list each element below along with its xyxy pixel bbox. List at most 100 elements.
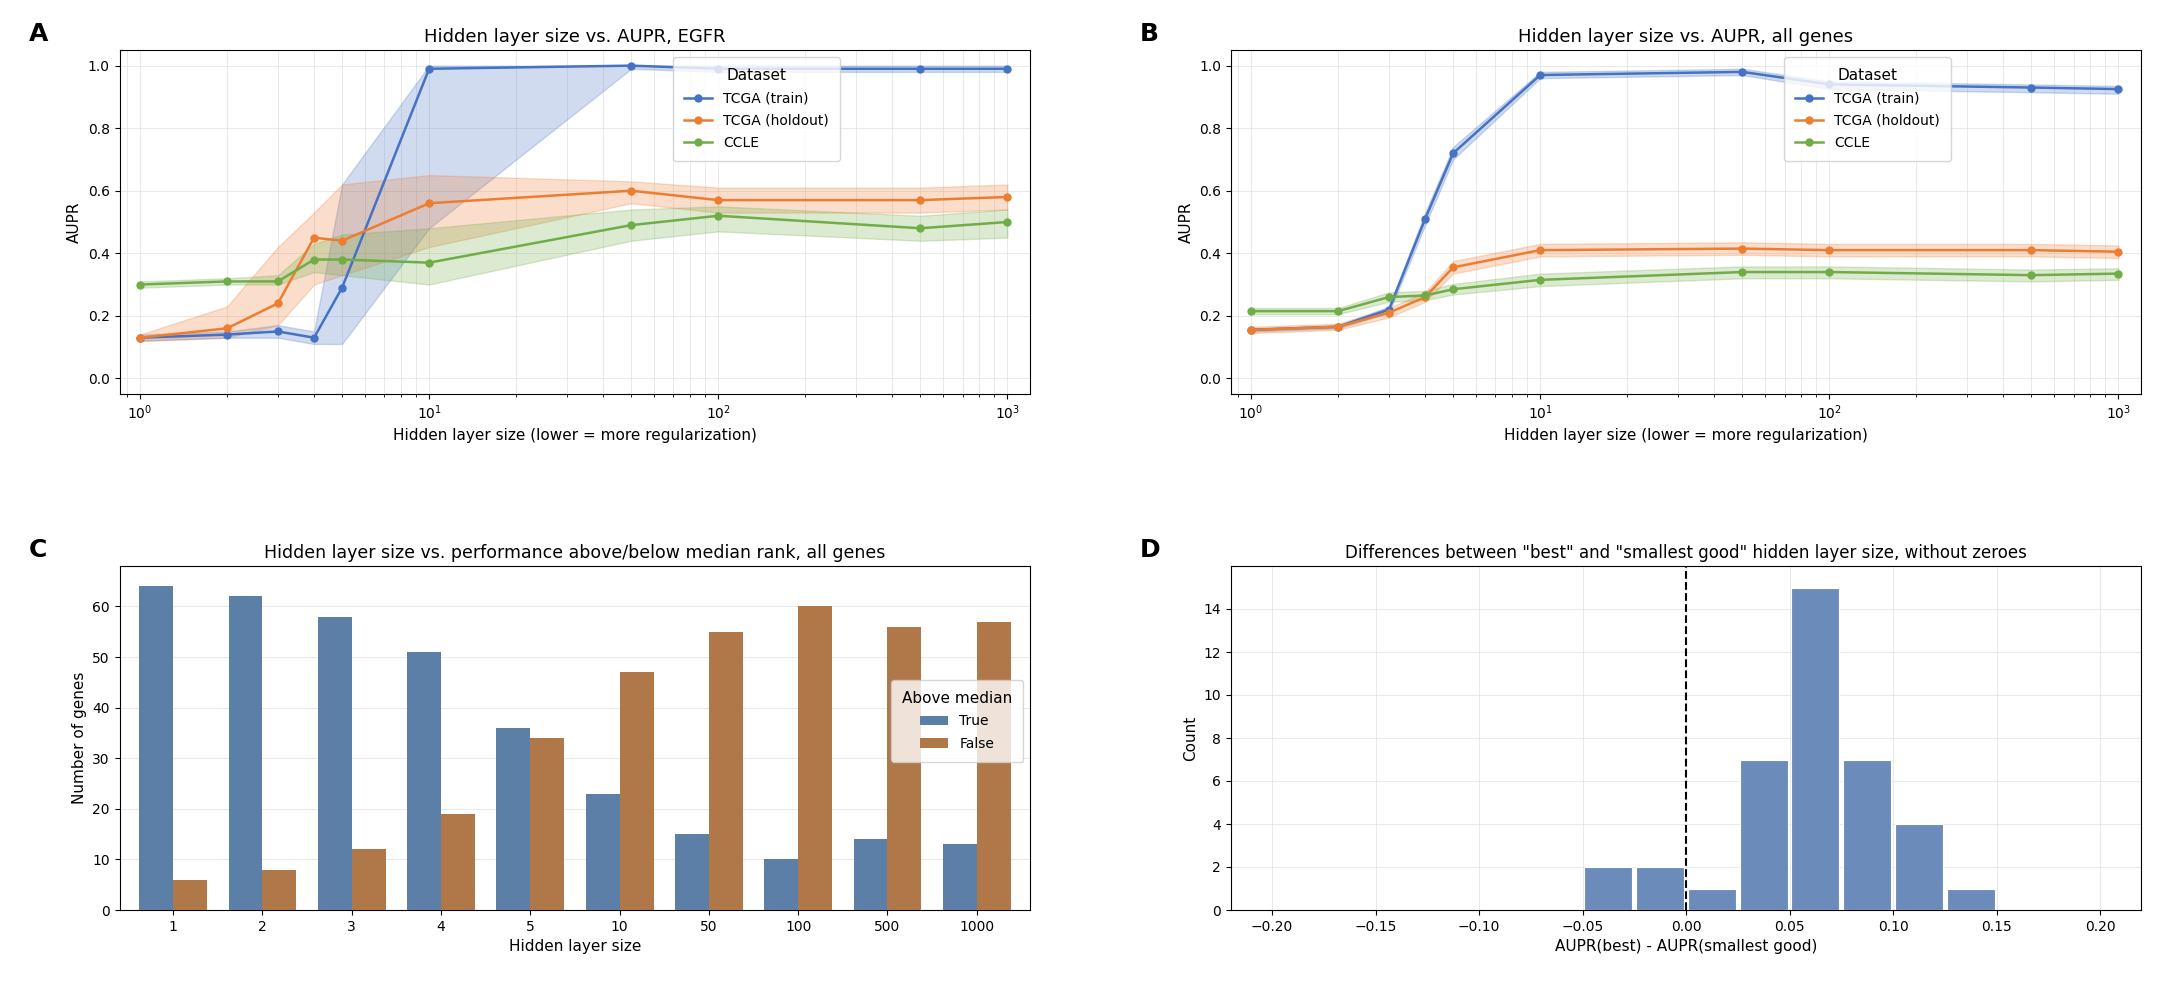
TCGA (holdout) <box>1728 243 1754 255</box>
Y-axis label: AUPR: AUPR <box>67 201 83 243</box>
Bar <box>976 622 1011 910</box>
CCLE <box>265 275 291 287</box>
X-axis label: Hidden layer size: Hidden layer size <box>509 939 641 954</box>
Bar <box>407 652 441 910</box>
CCLE <box>704 210 730 222</box>
TCGA (holdout) <box>1326 321 1352 333</box>
CCLE <box>1815 266 1841 278</box>
TCGA (holdout) <box>1815 244 1841 256</box>
CCLE <box>415 257 441 269</box>
Bar <box>887 627 922 910</box>
Line: CCLE: CCLE <box>1248 269 2122 315</box>
TCGA (train) <box>1376 304 1402 316</box>
Bar <box>1585 867 1633 910</box>
CCLE <box>126 279 152 291</box>
Bar <box>1896 824 1944 910</box>
TCGA (train) <box>617 60 644 72</box>
Bar <box>944 844 976 910</box>
TCGA (holdout) <box>907 194 933 206</box>
Bar <box>765 859 798 910</box>
TCGA (holdout) <box>265 297 291 309</box>
Y-axis label: AUPR: AUPR <box>1178 201 1194 243</box>
Bar <box>263 870 296 910</box>
TCGA (holdout) <box>126 332 152 344</box>
CCLE <box>1376 291 1402 303</box>
TCGA (train) <box>704 63 730 75</box>
TCGA (train) <box>328 282 354 294</box>
Legend: True, False: True, False <box>891 680 1024 762</box>
Bar <box>674 834 709 910</box>
TCGA (train) <box>1439 147 1465 159</box>
Bar <box>317 617 352 910</box>
Text: B: B <box>1139 22 1159 46</box>
Title: Hidden layer size vs. AUPR, all genes: Hidden layer size vs. AUPR, all genes <box>1517 28 1854 46</box>
Bar <box>352 849 385 910</box>
TCGA (train) <box>907 63 933 75</box>
TCGA (holdout) <box>2017 244 2044 256</box>
CCLE <box>300 254 326 266</box>
X-axis label: Hidden layer size (lower = more regularization): Hidden layer size (lower = more regulari… <box>1504 428 1867 443</box>
TCGA (holdout) <box>2104 246 2131 258</box>
CCLE <box>1526 274 1552 286</box>
TCGA (train) <box>1815 78 1841 90</box>
CCLE <box>2104 268 2131 280</box>
Bar <box>620 672 654 910</box>
CCLE <box>2017 269 2044 281</box>
TCGA (holdout) <box>617 185 644 197</box>
TCGA (holdout) <box>1376 307 1402 319</box>
CCLE <box>1326 305 1352 317</box>
CCLE <box>994 216 1020 228</box>
Line: TCGA (train): TCGA (train) <box>1248 68 2122 333</box>
Legend: TCGA (train), TCGA (holdout), CCLE: TCGA (train), TCGA (holdout), CCLE <box>674 57 839 161</box>
X-axis label: AUPR(best) - AUPR(smallest good): AUPR(best) - AUPR(smallest good) <box>1554 939 1817 954</box>
Bar <box>854 839 887 910</box>
Line: TCGA (holdout): TCGA (holdout) <box>137 187 1011 341</box>
TCGA (holdout) <box>1237 324 1263 336</box>
TCGA (holdout) <box>1439 261 1465 273</box>
TCGA (train) <box>1413 213 1439 225</box>
Line: TCGA (holdout): TCGA (holdout) <box>1248 245 2122 333</box>
Bar <box>441 814 474 910</box>
Bar <box>228 596 263 910</box>
Bar <box>1791 587 1839 910</box>
CCLE <box>1237 305 1263 317</box>
Line: TCGA (train): TCGA (train) <box>137 62 1011 341</box>
TCGA (train) <box>1526 69 1552 81</box>
Bar <box>530 738 565 910</box>
TCGA (train) <box>265 325 291 337</box>
Bar <box>1637 867 1685 910</box>
CCLE <box>1728 266 1754 278</box>
Title: Hidden layer size vs. AUPR, EGFR: Hidden layer size vs. AUPR, EGFR <box>424 28 726 46</box>
Bar <box>798 606 833 910</box>
TCGA (holdout) <box>994 191 1020 203</box>
Bar <box>709 632 744 910</box>
CCLE <box>1439 283 1465 295</box>
Title: Hidden layer size vs. performance above/below median rank, all genes: Hidden layer size vs. performance above/… <box>265 544 885 562</box>
Line: CCLE: CCLE <box>137 212 1011 288</box>
Legend: TCGA (train), TCGA (holdout), CCLE: TCGA (train), TCGA (holdout), CCLE <box>1785 57 1950 161</box>
TCGA (holdout) <box>415 197 441 209</box>
TCGA (train) <box>994 63 1020 75</box>
TCGA (train) <box>1326 321 1352 333</box>
Bar <box>585 794 620 910</box>
Y-axis label: Number of genes: Number of genes <box>72 672 87 804</box>
TCGA (holdout) <box>1526 244 1552 256</box>
CCLE <box>1413 289 1439 301</box>
Bar <box>1844 760 1891 910</box>
Bar <box>1739 760 1787 910</box>
Title: Differences between "best" and "smallest good" hidden layer size, without zeroes: Differences between "best" and "smallest… <box>1346 544 2026 562</box>
TCGA (holdout) <box>328 235 354 247</box>
Text: D: D <box>1139 538 1161 562</box>
Y-axis label: Count: Count <box>1183 715 1198 761</box>
Text: C: C <box>28 538 48 562</box>
Bar <box>174 880 207 910</box>
TCGA (train) <box>300 332 326 344</box>
TCGA (train) <box>2017 82 2044 94</box>
CCLE <box>213 275 239 287</box>
Text: A: A <box>28 22 48 46</box>
TCGA (train) <box>2104 83 2131 95</box>
CCLE <box>617 219 644 231</box>
TCGA (holdout) <box>300 232 326 244</box>
X-axis label: Hidden layer size (lower = more regularization): Hidden layer size (lower = more regulari… <box>393 428 757 443</box>
TCGA (train) <box>1237 324 1263 336</box>
